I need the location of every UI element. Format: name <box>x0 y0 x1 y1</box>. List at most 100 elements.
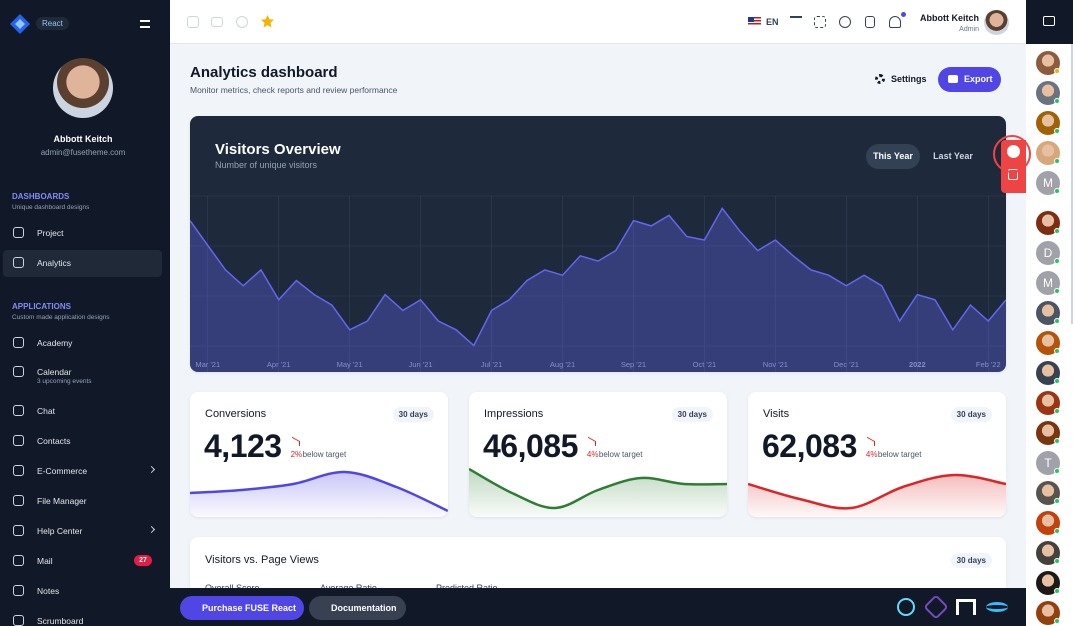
sparkline-line <box>469 467 727 510</box>
x-tick-label: Feb '22 <box>976 360 1001 369</box>
card-note: below target <box>598 450 643 459</box>
redux-logo <box>923 594 949 620</box>
nav-sublabel: 3 upcoming events <box>37 378 92 385</box>
tab-last-year[interactable]: Last Year <box>933 151 973 161</box>
nav-item[interactable]: E-Commerce <box>37 466 88 476</box>
page-subtitle: Monitor metrics, check reports and revie… <box>190 85 398 95</box>
x-tick-label: Nov '21 <box>763 360 788 369</box>
sparkline-area <box>190 471 448 517</box>
nav-item[interactable]: Chat <box>37 406 55 416</box>
sparkline-line <box>190 470 448 513</box>
nav-item[interactable]: Help Center <box>37 526 83 536</box>
mail-icon[interactable] <box>211 17 223 27</box>
user-name: Abbott Keitch <box>53 134 113 144</box>
x-tick-label: Dec '21 <box>834 360 859 369</box>
card-note: below target <box>877 450 922 459</box>
status-dot <box>1054 258 1060 264</box>
status-dot <box>1054 438 1060 444</box>
nav-item[interactable]: Project <box>37 228 64 238</box>
purchase-button[interactable]: Purchase FUSE React <box>180 596 304 620</box>
topbar: EN Abbott Keitch Admin <box>170 0 1026 44</box>
section-subtitle: Unique dashboard designs <box>12 204 90 211</box>
status-dot <box>1054 378 1060 384</box>
chevron[interactable] <box>147 525 156 534</box>
chart-title: Visitors Overview <box>215 141 341 158</box>
brand-badge: React <box>36 17 69 30</box>
flag <box>748 17 761 26</box>
fullscreen-icon[interactable] <box>814 16 826 28</box>
font-icon[interactable] <box>790 16 802 28</box>
section-subtitle: Custom made application designs <box>12 314 110 321</box>
card-period[interactable]: 30 days <box>950 407 992 422</box>
nav-item[interactable]: Mail <box>37 556 53 566</box>
nav-item[interactable]: Calendar <box>37 367 72 377</box>
status-dot <box>1054 188 1060 194</box>
top-user-name: Abbott Keitch <box>920 13 979 23</box>
bell-icon[interactable] <box>889 16 901 28</box>
settings-icon <box>875 74 885 84</box>
x-tick-label: Oct '21 <box>693 360 717 369</box>
status-dot <box>1054 158 1060 164</box>
top-avatar[interactable] <box>984 10 1009 35</box>
calendar-icon[interactable] <box>187 16 199 28</box>
active-item-bg <box>3 250 162 277</box>
status-dot <box>1054 618 1060 624</box>
x-tick-label: 2022 <box>909 360 926 369</box>
tab-this-year[interactable]: This Year <box>866 144 920 169</box>
status-dot <box>1054 498 1060 504</box>
nav-item[interactable]: Academy <box>37 338 73 348</box>
nav-icon <box>13 585 24 596</box>
line <box>190 206 1006 347</box>
section-title: APPLICATIONS <box>12 302 71 311</box>
sparkline <box>748 473 1006 517</box>
chevron[interactable] <box>147 465 156 474</box>
page-title: Analytics dashboard <box>190 64 338 81</box>
card-total: 46,085 <box>483 428 578 464</box>
cursor-ring <box>993 135 1031 173</box>
card-period[interactable]: 30 days <box>671 407 713 422</box>
react-logo <box>897 598 915 616</box>
nav-icon <box>13 337 24 348</box>
nav-item[interactable]: Contacts <box>37 436 71 446</box>
status-dot <box>1054 348 1060 354</box>
nav-icon <box>13 257 24 268</box>
status-dot <box>1054 318 1060 324</box>
export-icon <box>948 75 958 83</box>
nav-icon <box>13 405 24 416</box>
stat-card: Impressions 30 days 46,085 4% below target <box>469 392 727 517</box>
chat-toggle[interactable] <box>1026 0 1073 44</box>
status-dot <box>1054 408 1060 414</box>
visitors-chart: Mar '21 Apr '21 May '21 Jun '21 Jul '21 Aug '… <box>190 195 1006 372</box>
settings-button[interactable]: Settings <box>891 74 927 84</box>
card-period[interactable]: 30 days <box>392 407 434 422</box>
mui-logo <box>956 599 976 615</box>
bookmark-icon[interactable] <box>865 16 875 28</box>
sparkline-area <box>748 474 1006 517</box>
nav-icon <box>13 465 24 476</box>
bottom-card-period[interactable]: 30 days <box>950 553 992 568</box>
language[interactable]: EN <box>766 17 779 27</box>
card-title: Conversions <box>205 408 267 420</box>
star-icon[interactable] <box>261 15 274 28</box>
nav-icon <box>13 555 24 566</box>
menu-toggle[interactable] <box>140 20 150 28</box>
x-tick-label: Jun '21 <box>409 360 433 369</box>
nav-icon <box>13 615 24 626</box>
nav-item[interactable]: Analytics <box>37 258 72 268</box>
nav-item[interactable]: Notes <box>37 586 60 596</box>
card-note: below target <box>302 450 347 459</box>
x-tick-label: Apr '21 <box>267 360 291 369</box>
x-tick-label: Aug '21 <box>550 360 575 369</box>
status-dot <box>1054 288 1060 294</box>
nav-item[interactable]: File Manager <box>37 496 87 506</box>
chart-subtitle: Number of unique visitors <box>215 160 318 170</box>
docs-button[interactable]: Documentation <box>309 596 406 620</box>
top-user-role: Admin <box>959 26 979 33</box>
nav-icon <box>13 525 24 536</box>
nav-icon <box>13 435 24 446</box>
nav-item[interactable]: Scrumboard <box>37 616 84 626</box>
x-tick-label: Jul '21 <box>481 360 502 369</box>
search-icon[interactable] <box>839 16 851 28</box>
contacts-icon[interactable] <box>236 16 248 28</box>
